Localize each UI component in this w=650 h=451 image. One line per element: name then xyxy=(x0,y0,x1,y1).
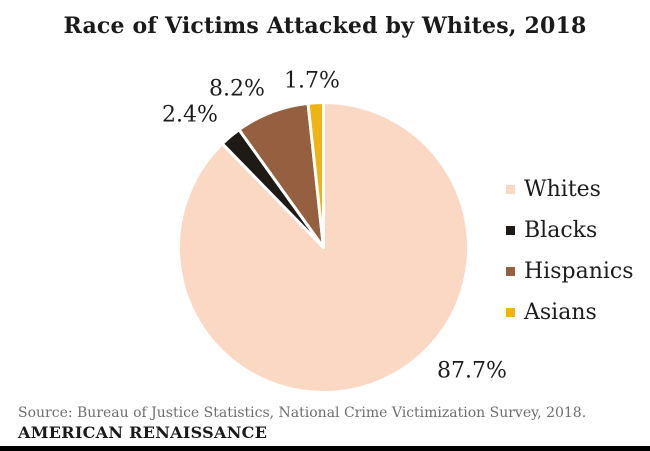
legend: Whites Blacks Hispanics Asians xyxy=(506,176,634,325)
source-citation: Source: Bureau of Justice Statistics, Na… xyxy=(18,405,587,421)
legend-label-blacks: Blacks xyxy=(524,217,598,243)
brand-name: AMERICAN RENAISSANCE xyxy=(18,423,268,442)
legend-swatch-whites xyxy=(506,184,515,194)
legend-item-blacks: Blacks xyxy=(506,217,634,243)
data-label-hispanics: 8.2% xyxy=(209,76,265,102)
data-label-blacks: 2.4% xyxy=(162,102,218,128)
pie-slice-asians xyxy=(306,101,325,249)
legend-label-whites: Whites xyxy=(524,176,601,202)
data-label-whites: 87.7% xyxy=(437,358,507,384)
legend-swatch-hispanics xyxy=(506,266,515,276)
chart-title: Race of Victims Attacked by Whites, 2018 xyxy=(63,13,587,39)
legend-swatch-blacks xyxy=(506,225,515,235)
data-label-asians: 1.7% xyxy=(284,68,340,94)
legend-item-hispanics: Hispanics xyxy=(506,258,634,284)
bottom-divider-bar xyxy=(0,446,650,451)
legend-label-asians: Asians xyxy=(524,299,597,325)
legend-swatch-asians xyxy=(506,307,515,317)
legend-label-hispanics: Hispanics xyxy=(524,258,634,284)
pie-chart xyxy=(177,101,470,394)
legend-item-whites: Whites xyxy=(506,176,634,202)
legend-item-asians: Asians xyxy=(506,299,634,325)
